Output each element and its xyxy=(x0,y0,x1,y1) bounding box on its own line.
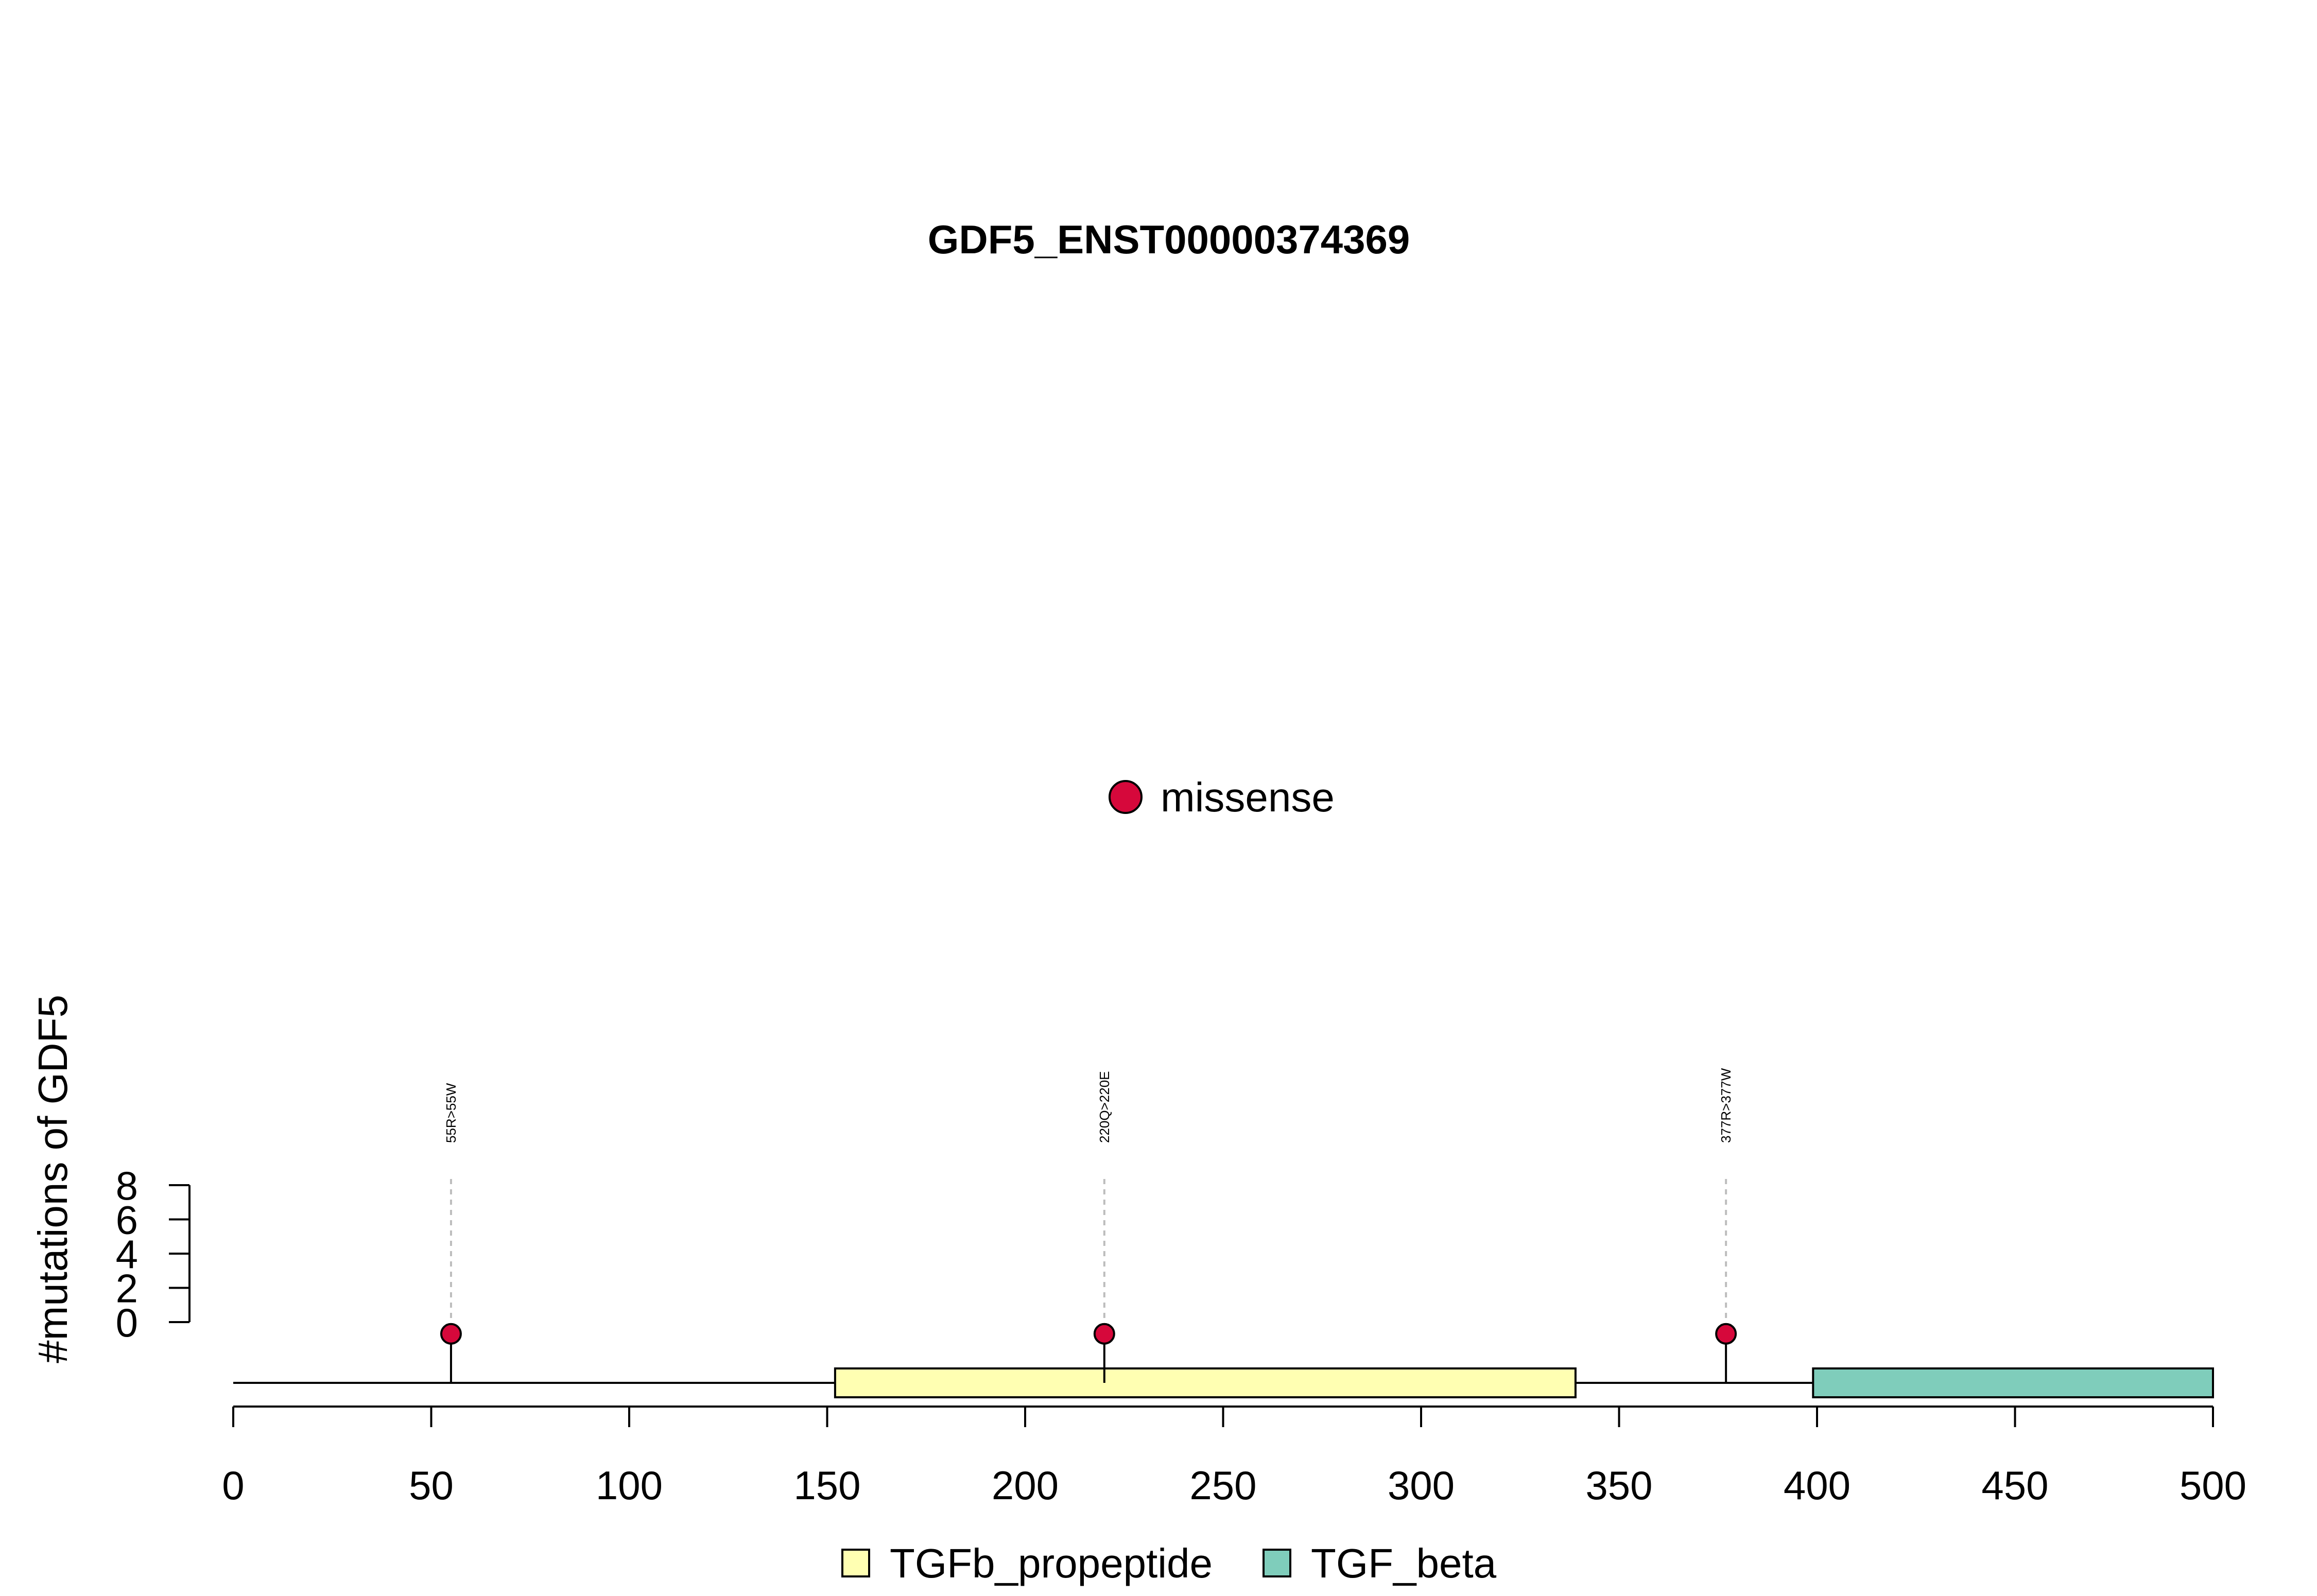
mutation-lollipops: 55R>55W 220Q>220E 377R>377W xyxy=(440,1068,1737,1383)
x-tick-label-250: 250 xyxy=(1189,1463,1256,1508)
legend-missense-label: missense xyxy=(1161,774,1335,820)
x-tick-label-500: 500 xyxy=(2180,1463,2246,1508)
x-tick-label-100: 100 xyxy=(596,1463,663,1508)
y-tick-label-2: 2 xyxy=(116,1266,138,1311)
domain-legend: TGFb_propeptide TGF_beta xyxy=(841,1540,1497,1586)
x-tick-label-50: 50 xyxy=(409,1463,454,1508)
y-tick-label-6: 6 xyxy=(116,1198,138,1243)
x-tick-label-0: 0 xyxy=(222,1463,244,1508)
domain-TGF_beta xyxy=(1812,1367,2215,1398)
mutation-type-legend: missense xyxy=(1109,774,1335,820)
legend-label-TGFb_propeptide: TGFb_propeptide xyxy=(890,1540,1213,1586)
legend-swatch-TGFb_propeptide xyxy=(841,1549,870,1577)
mutation-point-220 xyxy=(1093,1323,1115,1345)
chart-title: GDF5_ENST00000374369 xyxy=(928,217,1410,262)
y-tick-label-8: 8 xyxy=(116,1163,138,1208)
x-tick-label-150: 150 xyxy=(793,1463,860,1508)
mutation-label-55: 55R>55W xyxy=(443,1083,459,1143)
y-axis-label: #mutations of GDF5 xyxy=(30,995,76,1363)
y-tick-label-0: 0 xyxy=(116,1300,138,1345)
mutation-point-377 xyxy=(1715,1323,1737,1345)
x-tick-label-200: 200 xyxy=(992,1463,1059,1508)
mutation-label-377: 377R>377W xyxy=(1718,1068,1734,1143)
legend-swatch-TGF_beta xyxy=(1263,1549,1291,1577)
x-tick-label-450: 450 xyxy=(1981,1463,2048,1508)
protein-domains xyxy=(834,1367,2215,1398)
x-axis: 0 50 100 150 200 250 300 350 400 450 500 xyxy=(222,1406,2246,1508)
x-tick-label-400: 400 xyxy=(1784,1463,1851,1508)
domain-TGFb_propeptide xyxy=(834,1367,1577,1398)
legend-label-TGF_beta: TGF_beta xyxy=(1311,1540,1497,1586)
mutation-point-55 xyxy=(440,1323,462,1345)
legend-missense-marker xyxy=(1109,780,1143,814)
y-tick-label-4: 4 xyxy=(116,1231,138,1277)
x-tick-label-300: 300 xyxy=(1388,1463,1455,1508)
x-tick-label-350: 350 xyxy=(1585,1463,1652,1508)
mutation-label-220: 220Q>220E xyxy=(1097,1071,1112,1143)
